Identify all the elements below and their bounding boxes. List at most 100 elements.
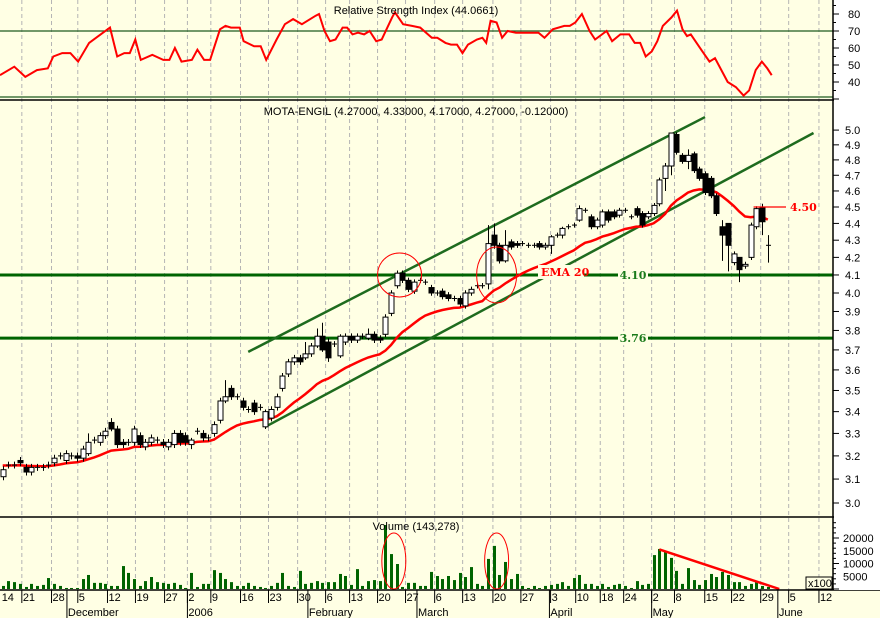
volume-bar [321,582,324,589]
candle [274,393,281,411]
candle [645,211,652,220]
volume-bar [19,583,22,589]
week-label: 2 [653,592,659,604]
week-label: 21 [23,592,35,604]
candle [685,149,692,170]
price-tick-label: 4.5 [845,202,860,214]
candle-body [74,455,81,459]
volume-bar [698,584,701,589]
volume-bar [470,567,473,589]
highlight-circle [476,246,518,304]
volume-bar [316,581,319,589]
candle [251,399,258,415]
candle-body [748,224,755,258]
candle-body [28,466,35,473]
price-tick-label: 4.7 [845,170,860,182]
candle-body [177,432,184,443]
volume-bar [247,582,250,589]
volume-bar [733,582,736,589]
candle [165,438,172,451]
volume-bar [270,585,273,589]
candle-body [279,375,286,389]
candle [532,242,537,248]
candle [651,202,658,216]
candle-body [508,241,515,248]
week-label: 12 [108,592,120,604]
candle [725,222,732,272]
volume-bar [65,587,68,589]
candle [258,404,263,411]
price-tick-label: 4.3 [845,235,860,247]
volume-bar [373,580,376,589]
candle [195,427,200,435]
candle-body [325,341,332,359]
candle [325,338,332,362]
candle [246,406,251,413]
candle-body [114,428,121,446]
candle-body [240,400,247,408]
week-label: 27 [522,592,534,604]
candle [566,224,571,230]
volume-bar [190,572,193,589]
candle-body [319,335,326,351]
candle [63,450,70,464]
candle-body [725,222,732,246]
volume-tick-label: 15000 [843,546,874,558]
candle [12,461,17,469]
candle-body [137,435,144,446]
volume-bar [533,585,536,589]
volume-tick-label: 10000 [843,559,874,571]
volume-bar [339,573,342,589]
candle [719,220,726,261]
candle [217,397,224,424]
volume-bar [670,557,673,589]
week-label: 16 [242,592,254,604]
month-label: 2006 [188,607,212,618]
volume-bar [658,548,661,589]
candle-body [576,208,583,221]
rsi-tick-label: 70 [848,26,860,38]
volume-bar [87,574,90,589]
price-tick-label: 3.7 [845,345,860,357]
candle [285,358,292,378]
x-axis-background [0,591,880,618]
candle [548,235,555,254]
candle [526,242,531,248]
volume-bar [253,585,256,589]
volume-bar [202,583,205,589]
candle [462,290,469,309]
candle-body [222,396,229,402]
rsi-tick-label: 50 [848,60,860,72]
volume-bar [459,572,462,589]
volume-bar [413,582,416,589]
candle [6,461,11,469]
candle [211,421,218,437]
gridlines [21,0,820,590]
volume-bar [441,579,444,589]
volume-bar [287,585,290,589]
candle-body [594,219,601,228]
candle-body [514,243,521,246]
price-tick-label: 4.2 [845,252,860,264]
rsi-tick-label: 40 [848,77,860,89]
volume-bar [327,582,330,589]
volume-bar [636,581,639,589]
candle [228,385,235,400]
volume-bar [236,585,239,589]
volume-bar [573,578,576,589]
price-tick-label: 4.6 [845,186,860,198]
candle [673,132,680,155]
candle [148,434,155,446]
volume-bar [607,586,610,589]
volume-bar [179,584,182,589]
candle-body [491,234,498,246]
candle [262,409,269,430]
candle [583,207,588,213]
week-label: 23 [269,592,281,604]
candle-body [496,244,503,262]
volume-bar [184,587,187,589]
candle-body [297,357,304,363]
week-label: 8 [675,592,681,604]
price-tick-label: 4.8 [845,155,860,167]
candle [365,328,372,341]
